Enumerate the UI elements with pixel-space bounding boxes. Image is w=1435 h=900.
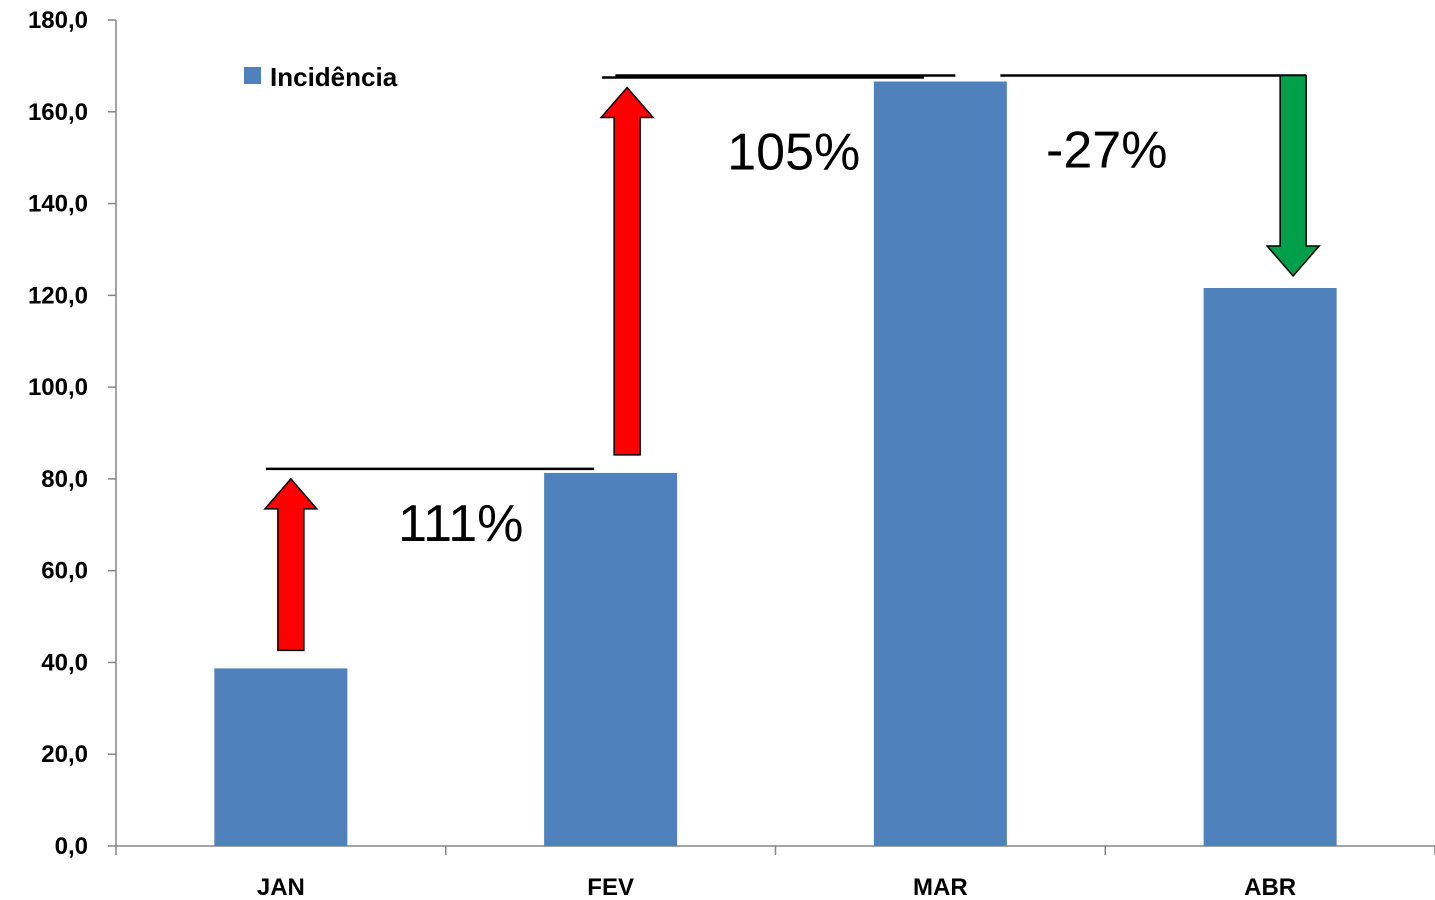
x-tick-label: JAN bbox=[257, 874, 305, 900]
y-tick-label: 160,0 bbox=[28, 99, 88, 126]
bar-mar bbox=[873, 81, 1007, 847]
decrease-arrow bbox=[1265, 74, 1321, 278]
change-label: -27% bbox=[1046, 121, 1167, 179]
y-tick-label: 120,0 bbox=[28, 282, 88, 309]
bar-abr bbox=[1203, 287, 1337, 847]
x-tick-label: MAR bbox=[913, 874, 968, 900]
x-tick-label: FEV bbox=[587, 874, 634, 900]
y-tick-label: 20,0 bbox=[41, 741, 88, 768]
increase-arrow bbox=[263, 477, 319, 652]
change-label: 105% bbox=[727, 123, 860, 181]
y-tick-label: 100,0 bbox=[28, 374, 88, 401]
y-tick-label: 0,0 bbox=[55, 833, 88, 860]
y-tick-label: 40,0 bbox=[41, 649, 88, 676]
y-tick-label: 140,0 bbox=[28, 191, 88, 218]
change-label: 111% bbox=[398, 495, 523, 553]
legend-label: Incidência bbox=[270, 62, 398, 92]
y-tick-label: 80,0 bbox=[41, 466, 88, 493]
annotations: 111% 105% -27% bbox=[263, 74, 1321, 652]
legend-swatch bbox=[244, 67, 261, 84]
x-tick-label: ABR bbox=[1244, 874, 1296, 900]
y-tick-label: 60,0 bbox=[41, 558, 88, 585]
axes: 0,0 20,0 40,0 60,0 80,0 100,0 120,0 140,0 160,0 1… bbox=[28, 7, 1435, 900]
legend: Incidência bbox=[244, 62, 398, 92]
increase-arrow bbox=[599, 86, 655, 456]
bars bbox=[214, 81, 1337, 847]
bar-fev bbox=[544, 472, 678, 846]
bar-jan bbox=[214, 668, 348, 846]
y-tick-label: 180,0 bbox=[28, 7, 88, 34]
